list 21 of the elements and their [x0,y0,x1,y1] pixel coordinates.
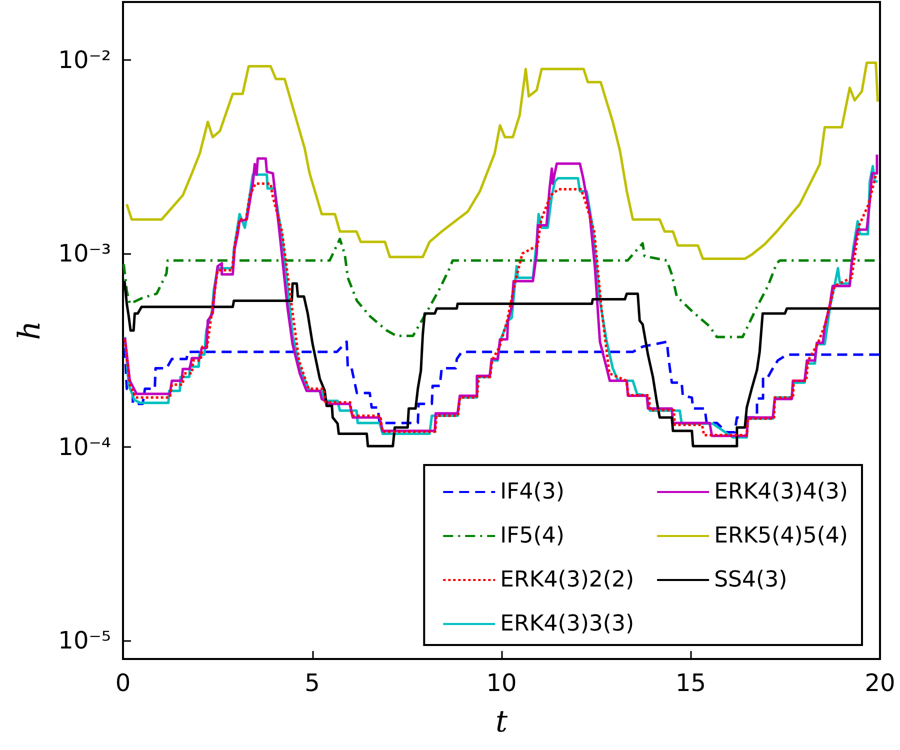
x-tick-label: 20 [864,669,896,697]
x-tick-label: 5 [304,669,320,697]
legend-label: ERK4(3)4(3) [714,480,848,504]
legend-label: ERK5(4)5(4) [714,524,848,548]
legend-label: IF4(3) [500,480,564,504]
x-tick-label: 15 [675,669,706,697]
line-series [124,340,882,434]
legend-label: IF5(4) [500,524,564,548]
legend-label: ERK4(3)3(3) [500,612,634,636]
y-axis-title: h [12,320,48,340]
legend-label: ERK4(3)2(2) [500,568,634,592]
x-axis-title: t [495,704,508,740]
y-tick-label: 10⁻⁵ [58,626,111,654]
y-tick-label: 10⁻² [58,46,111,74]
y-tick-label: 10⁻⁴ [58,432,111,461]
legend-label: SS4(3) [714,568,788,592]
y-tick-label: 10⁻³ [58,240,111,268]
line-series [122,238,882,338]
x-tick-label: 0 [115,669,131,697]
x-tick-label: 10 [486,669,517,697]
line-series [126,62,879,260]
